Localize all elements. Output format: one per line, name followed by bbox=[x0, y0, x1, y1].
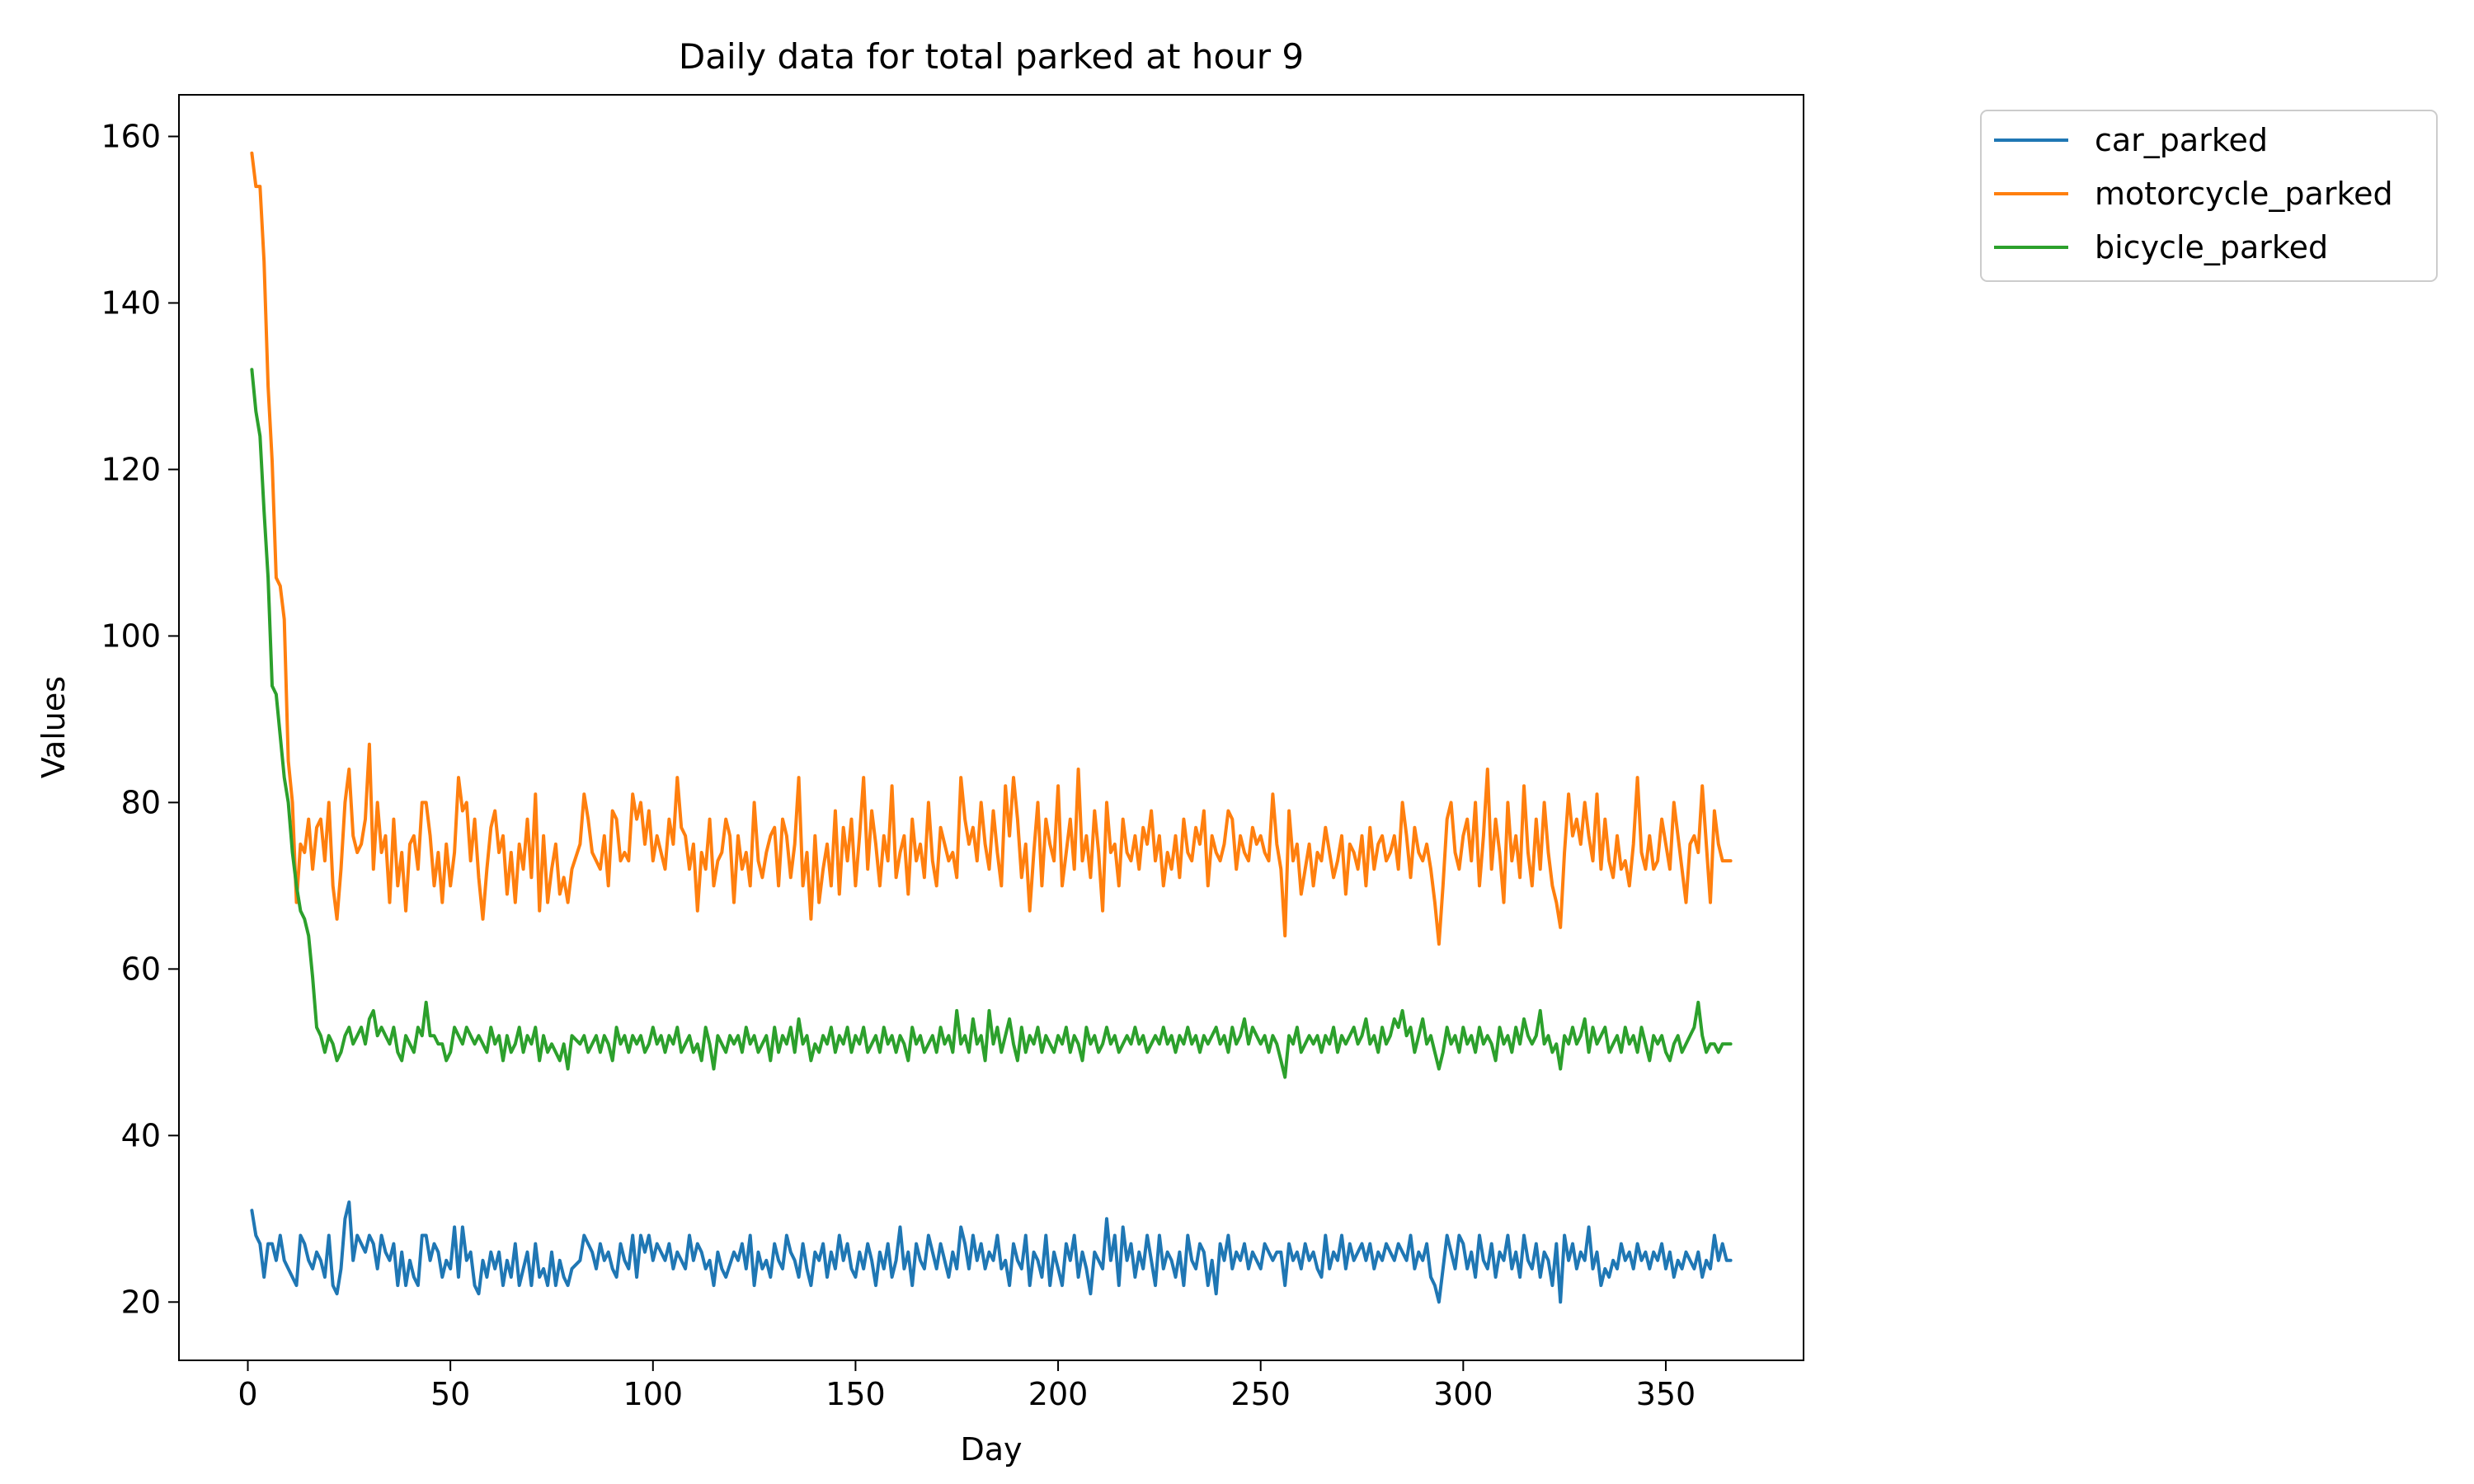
y-axis: 20 40 60 80 100 120 140 160 bbox=[101, 118, 179, 1320]
x-tick-label: 300 bbox=[1433, 1376, 1493, 1412]
legend-label: car_parked bbox=[2095, 122, 2268, 158]
plot-area bbox=[250, 151, 1733, 1304]
x-tick-label: 350 bbox=[1636, 1376, 1696, 1412]
x-tick-label: 100 bbox=[623, 1376, 684, 1412]
legend-label: bicycle_parked bbox=[2095, 229, 2328, 265]
y-tick-label: 140 bbox=[101, 284, 161, 321]
y-tick-label: 160 bbox=[101, 118, 161, 154]
y-tick-label: 40 bbox=[121, 1117, 161, 1153]
series-line-motorcycle-parked bbox=[250, 151, 1733, 946]
y-tick-label: 60 bbox=[121, 951, 161, 987]
x-axis-label: Day bbox=[960, 1431, 1022, 1468]
x-tick-label: 0 bbox=[238, 1376, 257, 1412]
series-line-bicycle-parked bbox=[250, 368, 1733, 1079]
y-tick-label: 80 bbox=[121, 784, 161, 820]
y-tick-label: 20 bbox=[121, 1284, 161, 1320]
y-tick-label: 100 bbox=[101, 618, 161, 654]
legend-box bbox=[1980, 110, 2438, 282]
x-axis: 0 50 100 150 200 250 300 350 bbox=[238, 1360, 1696, 1412]
series-line-car-parked bbox=[250, 1200, 1733, 1304]
x-tick-label: 150 bbox=[825, 1376, 886, 1412]
chart-title: Daily data for total parked at hour 9 bbox=[679, 36, 1304, 77]
plot-frame bbox=[178, 94, 1804, 1361]
x-tick-label: 50 bbox=[430, 1376, 470, 1412]
y-axis-label: Values bbox=[35, 676, 72, 778]
x-tick-label: 200 bbox=[1028, 1376, 1089, 1412]
y-tick-label: 120 bbox=[101, 451, 161, 487]
x-tick-label: 250 bbox=[1230, 1376, 1291, 1412]
legend-label: motorcycle_parked bbox=[2095, 176, 2393, 212]
legend: car_parked motorcycle_parked bicycle_parke… bbox=[1980, 110, 2438, 282]
